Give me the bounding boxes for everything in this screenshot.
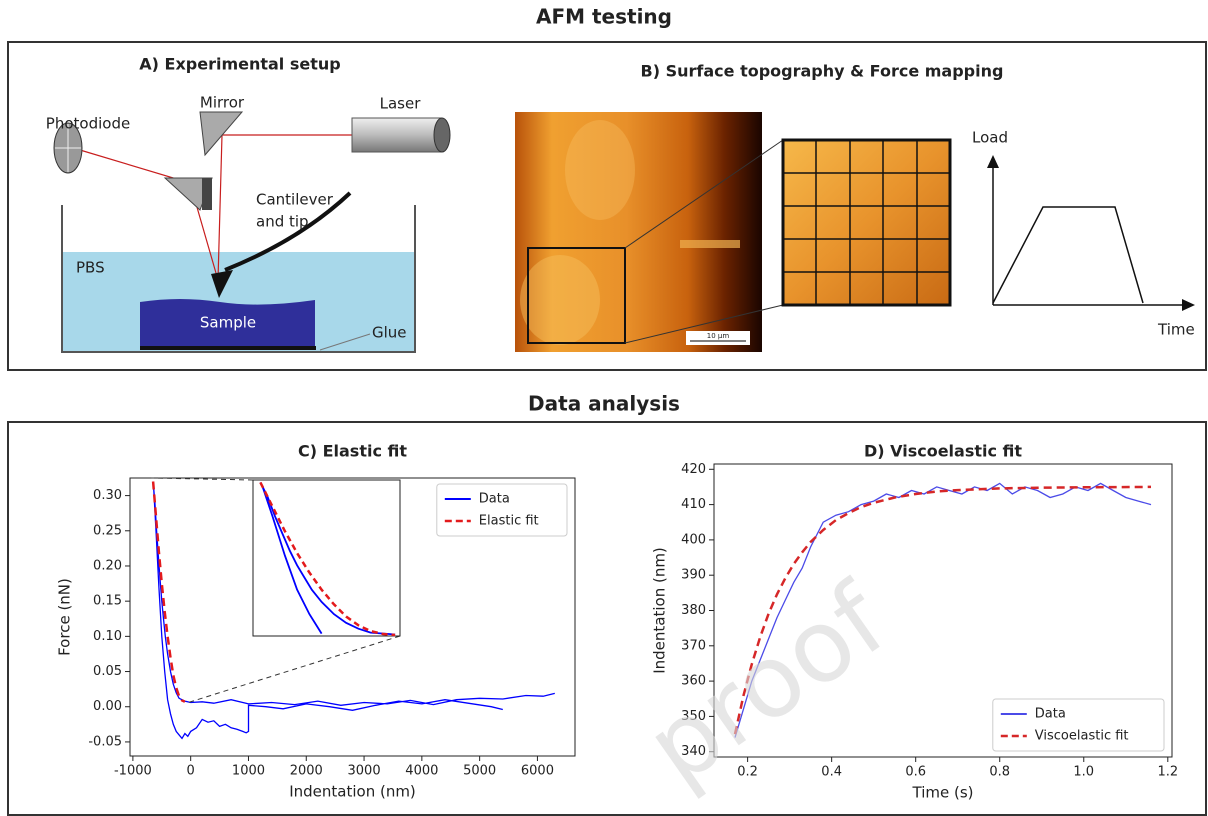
- x-tick-label: 0.4: [821, 765, 842, 780]
- scale-bar-label: 10 µm: [707, 332, 730, 340]
- label: Load: [972, 129, 1008, 147]
- y-tick-label: 360: [681, 674, 706, 689]
- label: Laser: [380, 95, 422, 113]
- x-tick-label: 4000: [405, 764, 438, 779]
- cantilever: [224, 191, 352, 272]
- zoom-line: [185, 635, 401, 704]
- zoom-region: [527, 247, 626, 344]
- laser-aperture: [433, 117, 451, 153]
- legend-label: Viscoelastic fit: [1035, 729, 1129, 744]
- sample: [140, 299, 315, 348]
- y-tick-label: -0.05: [88, 734, 122, 749]
- inset-frame: [252, 479, 401, 637]
- y-tick-label: 400: [681, 532, 706, 547]
- x-tick-label: 1.0: [1073, 765, 1094, 780]
- topography-image: [515, 112, 762, 352]
- load-profile: [992, 206, 1144, 304]
- x-tick-label: -1000: [114, 764, 152, 779]
- data-line: [733, 485, 1152, 735]
- x-tick-label: 0.8: [989, 765, 1010, 780]
- force-map-grid: [783, 140, 950, 305]
- mirror-back: [202, 178, 212, 210]
- y-tick-label: 370: [681, 638, 706, 653]
- force-map: [781, 138, 952, 307]
- y-tick-label: 0.10: [93, 629, 122, 644]
- load-axes: [992, 165, 1185, 306]
- zoom-line: [624, 139, 784, 249]
- x-tick-label: 1.2: [1157, 765, 1178, 780]
- y-axis-label: Force (nN): [56, 578, 74, 656]
- x-tick-label: 0: [187, 764, 195, 779]
- x-tick-label: 3000: [348, 764, 381, 779]
- chart-title: C) Elastic fit: [298, 442, 407, 461]
- zoom-line: [151, 477, 254, 481]
- arrow: [987, 155, 999, 168]
- chart-title: D) Viscoelastic fit: [864, 442, 1022, 461]
- y-tick-label: 380: [681, 603, 706, 618]
- inset-line: [259, 481, 396, 637]
- section-box: [7, 421, 1207, 816]
- glue: [140, 346, 316, 350]
- x-tick-label: 0.6: [905, 765, 926, 780]
- label: Cantilever: [256, 191, 334, 209]
- y-tick-label: 420: [681, 462, 706, 477]
- label: Time: [1157, 321, 1195, 339]
- legend-box: [436, 483, 568, 537]
- y-axis-label: Indentation (nm): [651, 547, 669, 674]
- section-box: [7, 41, 1207, 371]
- tip: [211, 270, 233, 298]
- texture: [565, 120, 635, 220]
- label: Sample: [200, 314, 256, 332]
- y-tick-label: 340: [681, 744, 706, 759]
- panel-title: B) Surface topography & Force mapping: [641, 62, 1004, 81]
- label: PBS: [76, 259, 105, 277]
- legend-box: [992, 698, 1165, 752]
- laser: [351, 117, 443, 153]
- x-tick-label: 5000: [463, 764, 496, 779]
- label: and tip: [256, 213, 309, 231]
- section-title: AFM testing: [536, 5, 672, 29]
- y-tick-label: 0.00: [93, 699, 122, 714]
- legend-label: Elastic fit: [479, 514, 539, 529]
- leader: [319, 333, 371, 351]
- section-title: Data analysis: [528, 392, 680, 416]
- inset-line: [259, 481, 396, 636]
- panel-title: A) Experimental setup: [139, 55, 340, 74]
- setup-diagram: A) Experimental setup Photodiode Mirror …: [46, 55, 451, 353]
- tank: [61, 205, 416, 353]
- y-tick-label: 410: [681, 497, 706, 512]
- texture: [520, 255, 600, 345]
- y-tick-label: 0.30: [93, 488, 122, 503]
- label: Photodiode: [46, 115, 130, 133]
- texture: [680, 240, 740, 248]
- mirror: [199, 111, 244, 157]
- x-axis-label: Time (s): [912, 784, 974, 802]
- zoom-line: [624, 304, 784, 344]
- arrow: [1182, 299, 1195, 311]
- mapping-diagram: B) Surface topography & Force mapping 10…: [515, 62, 1195, 352]
- legend-label: Data: [1035, 707, 1066, 722]
- x-tick-label: 6000: [521, 764, 554, 779]
- legend-label: Data: [479, 492, 510, 507]
- y-tick-label: 0.15: [93, 594, 122, 609]
- y-tick-label: 350: [681, 709, 706, 724]
- y-tick-label: 390: [681, 568, 706, 583]
- x-tick-label: 0.2: [737, 765, 758, 780]
- y-tick-label: 0.05: [93, 664, 122, 679]
- x-tick-label: 2000: [290, 764, 323, 779]
- data-line: [152, 481, 555, 740]
- label: Glue: [372, 324, 407, 342]
- x-tick-label: 1000: [232, 764, 265, 779]
- label: Mirror: [200, 94, 245, 112]
- y-tick-label: 0.20: [93, 558, 122, 573]
- x-axis-label: Indentation (nm): [289, 783, 416, 801]
- y-tick-label: 0.25: [93, 523, 122, 538]
